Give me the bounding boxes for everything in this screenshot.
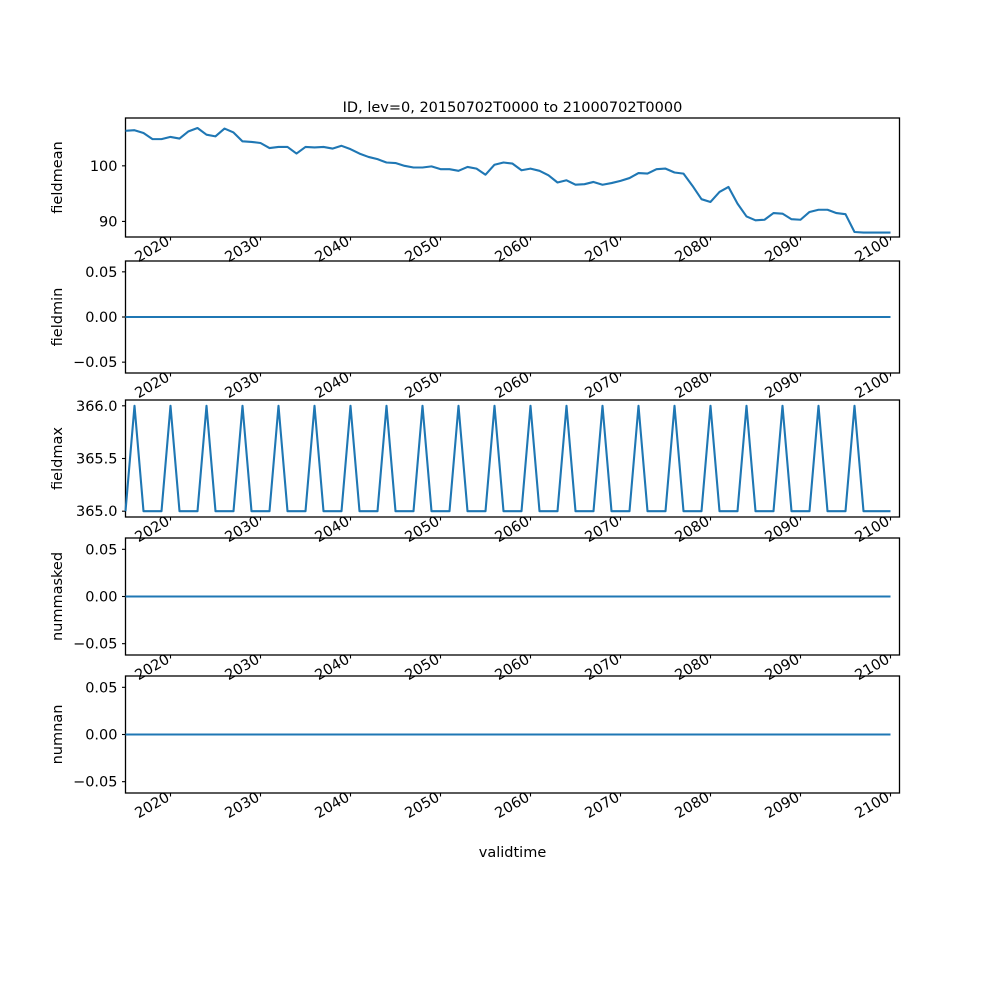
- ytick-label-nummasked-1: 0.00: [85, 590, 117, 606]
- xtick-label-fieldmin-4: 2060: [493, 370, 533, 402]
- ytick-label-fieldmin-2: 0.05: [85, 265, 117, 281]
- xtick-label-fieldmin-1: 2030: [223, 370, 263, 402]
- ytick-label-fieldmax-2: 366.0: [76, 399, 118, 415]
- ytick-label-numnan-2: 0.05: [85, 680, 117, 696]
- panel-fieldmin: −0.05 0.00 0.05 2020 2030 2040 2050 2060 2070 208…: [50, 260, 901, 402]
- xtick-label-fieldmax-0: 2020: [133, 514, 173, 546]
- ytick-label-fieldmean-0: 90: [99, 214, 117, 230]
- ytick-label-numnan-1: 0.00: [85, 728, 117, 744]
- data-line-fieldmax: [124, 404, 891, 513]
- xlabel: validtime: [479, 845, 547, 861]
- xtick-label-numnan-6: 2080: [673, 790, 713, 822]
- figure-title: ID, lev=0, 20150702T0000 to 21000702T000…: [343, 100, 683, 116]
- xtick-label-numnan-5: 2070: [583, 790, 623, 822]
- xtick-label-numnan-3: 2050: [403, 790, 443, 822]
- xtick-label-nummasked-5: 2070: [583, 652, 623, 684]
- xtick-label-fieldmin-0: 2020: [133, 370, 173, 402]
- xtick-label-nummasked-8: 2100: [853, 652, 893, 684]
- xtick-label-nummasked-6: 2080: [673, 652, 713, 684]
- xtick-label-fieldmin-2: 2040: [313, 370, 353, 402]
- xtick-label-nummasked-7: 2090: [763, 652, 803, 684]
- xtick-label-numnan-4: 2060: [493, 790, 533, 822]
- xtick-label-fieldmax-8: 2100: [853, 514, 893, 546]
- ytick-label-nummasked-2: 0.05: [85, 542, 117, 558]
- ytick-label-fieldmin-1: 0.00: [85, 310, 117, 326]
- xtick-label-fieldmax-4: 2060: [493, 514, 533, 546]
- data-line-fieldmean: [125, 126, 891, 234]
- ytick-label-nummasked-0: −0.05: [73, 637, 117, 653]
- xtick-label-fieldmax-3: 2050: [403, 514, 443, 546]
- ylabel-fieldmean: fieldmean: [50, 141, 66, 213]
- ytick-label-fieldmax-0: 365.0: [76, 504, 118, 520]
- xtick-label-fieldmin-3: 2050: [403, 370, 443, 402]
- xtick-label-fieldmin-8: 2100: [853, 370, 893, 402]
- panel-nummasked: −0.05 0.00 0.05 2020 2030 2040 2050 2060 2070 208…: [50, 537, 901, 684]
- panel-numnan: −0.05 0.00 0.05 2020 2030 2040 2050 2060 2070 208…: [50, 675, 901, 822]
- ytick-label-fieldmean-1: 100: [90, 159, 118, 175]
- panel-fieldmax: 365.0 365.5 366.0 2020 2030 2040 2050 2060 2070 2…: [50, 399, 901, 546]
- xtick-label-numnan-2: 2040: [313, 790, 353, 822]
- xtick-label-fieldmax-5: 2070: [583, 514, 623, 546]
- xtick-label-fieldmax-6: 2080: [673, 514, 713, 546]
- ylabel-fieldmin: fieldmin: [50, 288, 66, 347]
- ytick-label-numnan-0: −0.05: [73, 775, 117, 791]
- xtick-label-fieldmax-7: 2090: [763, 514, 803, 546]
- ylabel-numnan: numnan: [50, 705, 66, 765]
- xtick-label-numnan-0: 2020: [133, 790, 173, 822]
- ylabel-nummasked: nummasked: [50, 552, 66, 641]
- xtick-label-nummasked-2: 2040: [313, 652, 353, 684]
- xtick-label-fieldmin-7: 2090: [763, 370, 803, 402]
- ylabel-fieldmax: fieldmax: [50, 427, 66, 490]
- xtick-label-nummasked-0: 2020: [133, 652, 173, 684]
- axes-frame-fieldmean: [124, 117, 901, 238]
- xtick-label-numnan-7: 2090: [763, 790, 803, 822]
- xtick-label-numnan-8: 2100: [853, 790, 893, 822]
- xtick-label-fieldmin-6: 2080: [673, 370, 713, 402]
- xtick-label-numnan-1: 2030: [223, 790, 263, 822]
- xtick-label-nummasked-1: 2030: [223, 652, 263, 684]
- ytick-label-fieldmax-1: 365.5: [76, 452, 118, 468]
- xtick-label-fieldmax-2: 2040: [313, 514, 353, 546]
- xtick-label-fieldmax-1: 2030: [223, 514, 263, 546]
- xtick-label-nummasked-3: 2050: [403, 652, 443, 684]
- xtick-label-nummasked-4: 2060: [493, 652, 533, 684]
- xtick-label-fieldmin-5: 2070: [583, 370, 623, 402]
- ytick-label-fieldmin-0: −0.05: [73, 355, 117, 371]
